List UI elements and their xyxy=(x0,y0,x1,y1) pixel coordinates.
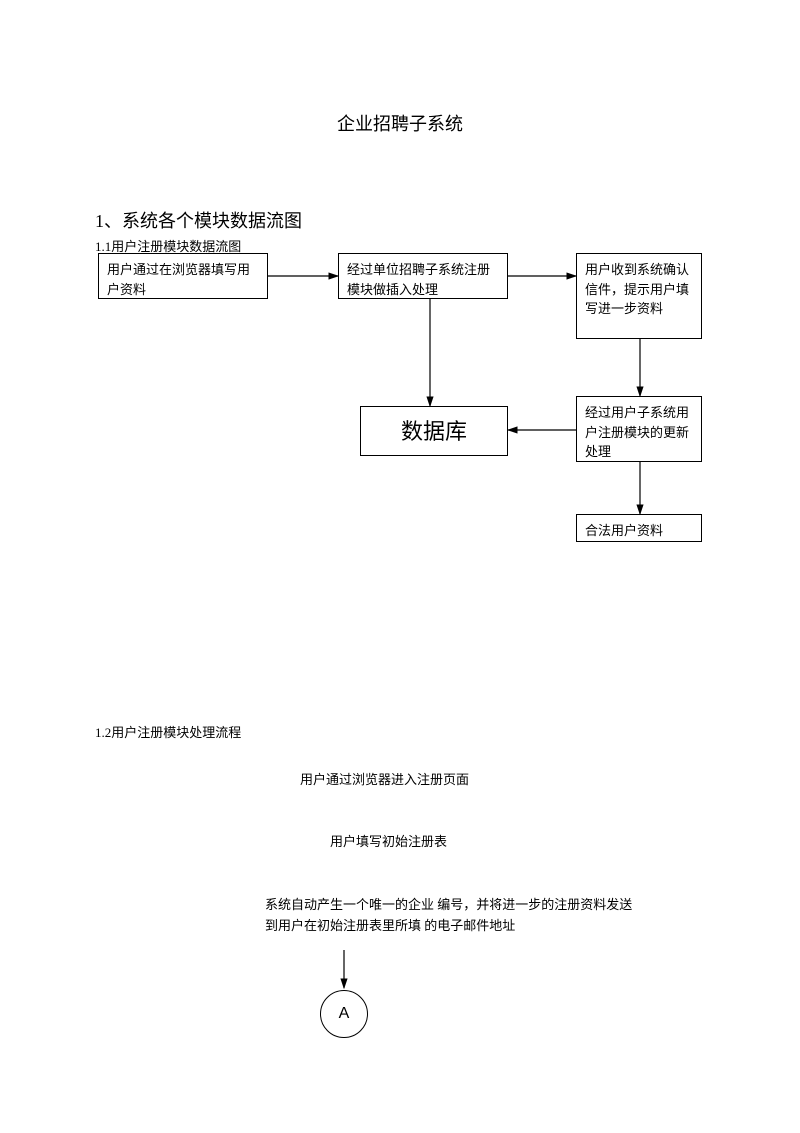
flow-node-valid-user: 合法用户资料 xyxy=(576,514,702,542)
flow-node-database: 数据库 xyxy=(360,406,508,456)
page-title: 企业招聘子系统 xyxy=(0,110,800,136)
flow-node-input: 用户通过在浏览器填写用户资料 xyxy=(98,253,268,299)
flow-node-confirmation: 用户收到系统确认信件，提示用户填写进一步资料 xyxy=(576,253,702,339)
sub-heading-1-2: 1.2用户注册模块处理流程 xyxy=(95,722,241,741)
flow-step-2: 用户填写初始注册表 xyxy=(330,832,447,853)
flow-step-1: 用户通过浏览器进入注册页面 xyxy=(300,770,469,791)
section-heading-1: 1、系统各个模块数据流图 xyxy=(95,207,302,233)
flow-step-3: 系统自动产生一个唯一的企业 编号，并将进一步的注册资料发送到用户在初始注册表里所… xyxy=(265,895,635,937)
flow-arrows xyxy=(0,0,800,1133)
connector-a: A xyxy=(320,990,368,1038)
flow-node-update: 经过用户子系统用户注册模块的更新处理 xyxy=(576,396,702,462)
flow-node-process-insert: 经过单位招聘子系统注册模块做插入处理 xyxy=(338,253,508,299)
